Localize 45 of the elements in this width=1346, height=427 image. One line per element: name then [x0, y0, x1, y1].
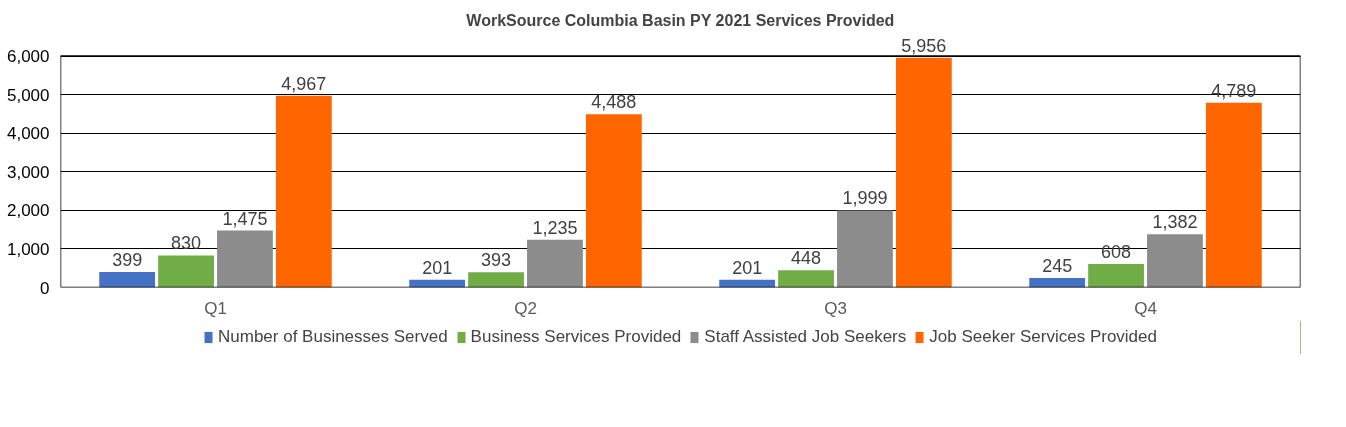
data-label: 1,475: [222, 208, 268, 229]
bar: [275, 95, 332, 288]
bar: [468, 272, 524, 288]
data-label: 5,956: [901, 35, 947, 56]
chart-title: WorkSource Columbia Basin PY 2021 Services Provided: [466, 11, 895, 29]
data-label: 1,235: [532, 217, 578, 238]
bar: [527, 239, 583, 288]
data-label: 393: [481, 250, 512, 271]
x-tick-label: Q2: [514, 298, 537, 318]
y-tick-label: 6,000: [6, 47, 50, 67]
bar: [217, 230, 273, 288]
y-tick-label: 4,000: [6, 124, 50, 144]
bar: [1147, 234, 1203, 288]
bar: [719, 279, 776, 288]
legend-label: Job Seeker Services Provided: [929, 327, 1157, 347]
x-tick-label: Q1: [204, 298, 227, 318]
data-label: 245: [1042, 256, 1073, 277]
legend-label: Staff Assisted Job Seekers: [704, 327, 907, 347]
bar: [778, 270, 834, 288]
bar: [1029, 278, 1086, 288]
data-label: 399: [112, 250, 143, 271]
y-tick-label: 1,000: [6, 239, 50, 259]
x-tick-label: Q4: [1134, 298, 1157, 318]
y-tick-label: 5,000: [6, 85, 50, 105]
data-label: 448: [791, 248, 822, 269]
bar: [1205, 102, 1262, 288]
bar: [895, 57, 952, 288]
data-label: 4,967: [281, 73, 327, 94]
y-tick-label: 3,000: [6, 162, 50, 182]
legend-label: Number of Businesses Served: [218, 327, 448, 347]
data-label: 4,488: [591, 92, 637, 113]
data-label: 201: [422, 257, 453, 278]
bar: [409, 279, 466, 288]
data-label: 1,382: [1152, 212, 1198, 233]
bar: [1088, 264, 1144, 288]
x-tick-label: Q3: [824, 298, 847, 318]
bar: [99, 272, 156, 288]
data-label: 201: [732, 257, 763, 278]
data-label: 1,999: [842, 188, 888, 209]
bar: [585, 114, 642, 288]
y-tick-label: 0: [40, 278, 50, 298]
legend-label: Business Services Provided: [470, 327, 682, 347]
y-tick-label: 2,000: [6, 201, 50, 221]
bar: [837, 210, 893, 288]
bar: [158, 255, 214, 288]
